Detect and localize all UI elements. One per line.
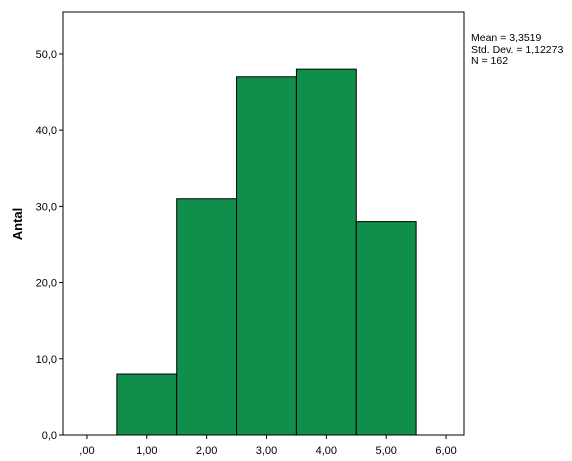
y-tick-label: 50,0 [36, 49, 57, 61]
y-tick-label: 30,0 [36, 201, 57, 213]
histogram-bar-2 [176, 198, 238, 436]
bars-group [116, 68, 417, 436]
y-tick-label: 10,0 [36, 354, 57, 366]
stats-legend: Mean = 3,3519 Std. Dev. = 1,12273 N = 16… [471, 32, 564, 68]
x-tick-label: 3,00 [256, 445, 277, 457]
x-tick-label: 4,00 [316, 445, 337, 457]
stat-n: N = 162 [471, 55, 509, 67]
stat-std-dev: Std. Dev. = 1,12273 [471, 43, 564, 56]
x-tick-label: 5,00 [375, 445, 396, 457]
histogram-bar-1 [116, 373, 178, 436]
histogram-bar-4 [295, 68, 357, 436]
x-tick-label: 6,00 [435, 445, 456, 457]
histogram-bar-5 [355, 221, 417, 436]
y-tick-label: 40,0 [36, 125, 57, 137]
y-axis-title: Antal [10, 208, 25, 241]
y-tick-label: 0,0 [42, 430, 57, 442]
x-tick-label: 2,00 [196, 445, 217, 457]
y-axis-ticks: 0,0 10,0 20,0 30,0 40,0 50,0 [36, 49, 63, 442]
x-tick-label: ,00 [79, 445, 94, 457]
stat-mean: Mean = 3,3519 [471, 32, 542, 44]
x-axis-ticks: ,00 1,00 2,00 3,00 4,00 5,00 6,00 [79, 435, 457, 457]
x-tick-label: 1,00 [136, 445, 157, 457]
histogram-bar-3 [236, 76, 297, 436]
y-tick-label: 20,0 [36, 278, 57, 290]
